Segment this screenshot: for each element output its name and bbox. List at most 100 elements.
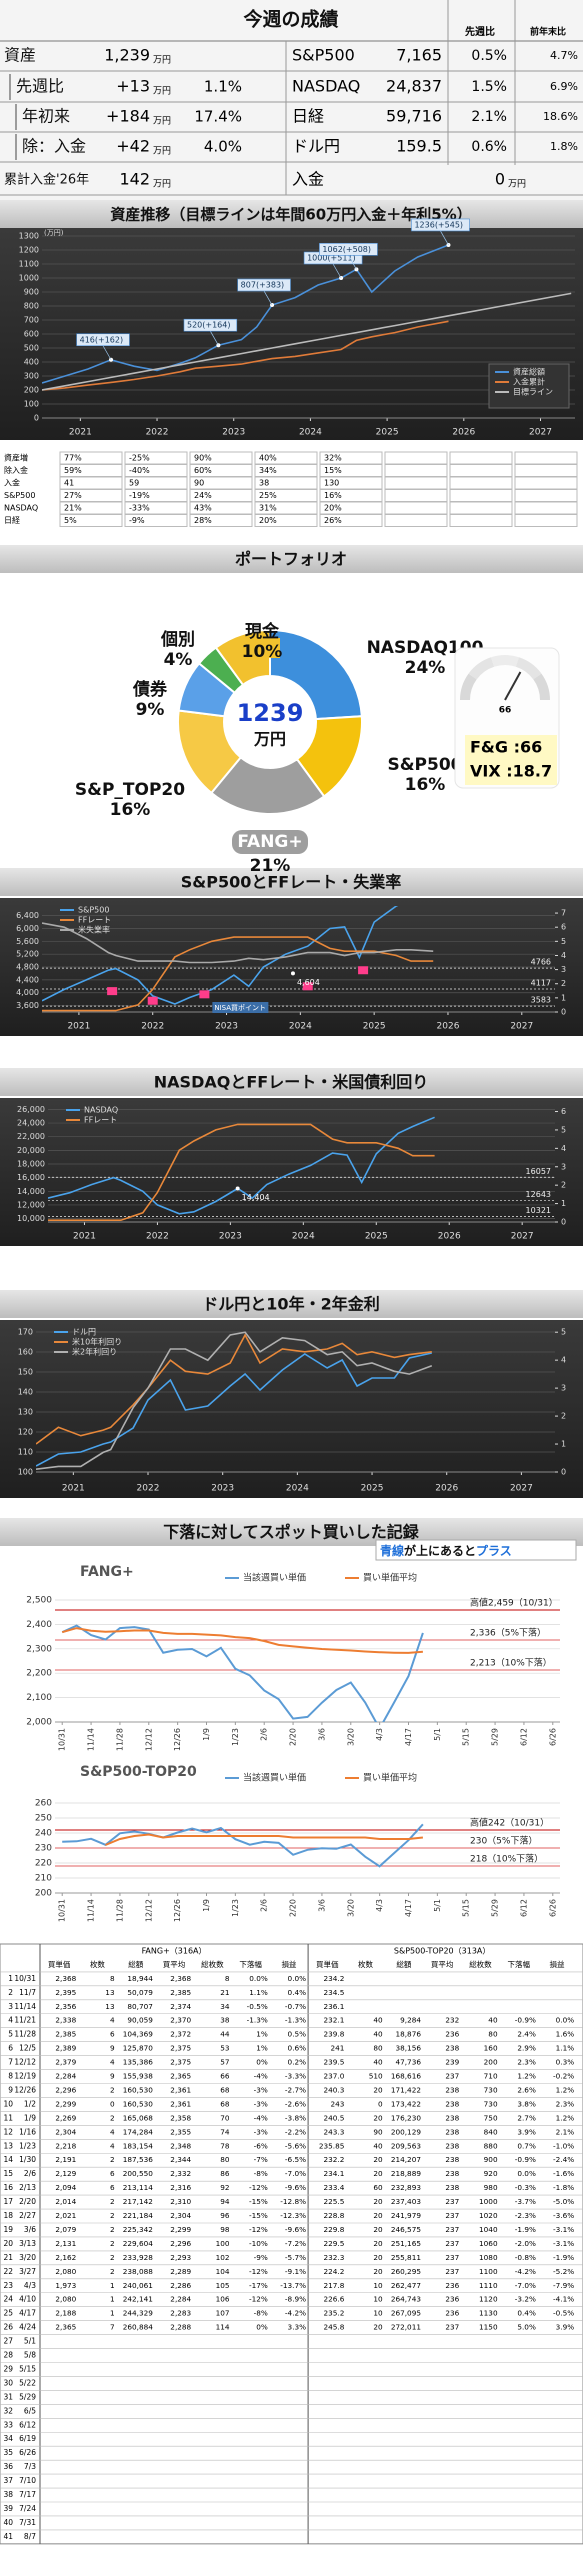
reference-label: 10321 [526, 1206, 551, 1215]
cell: 3.9% [556, 2323, 575, 2332]
cell: -4.2% [285, 2309, 306, 2318]
cell: 21 [220, 1988, 229, 1997]
row-date: 12/26 [14, 2085, 36, 2094]
annual-value: 38 [259, 479, 269, 488]
label-box [232, 830, 308, 854]
annotation-box [76, 333, 130, 347]
row-date: 7/24 [19, 2504, 36, 2513]
cell: 2,283 [170, 2309, 191, 2318]
cell: -3.1% [553, 2225, 574, 2234]
annual-cell [514, 464, 578, 477]
x-tick-label: 3/20 [346, 1728, 355, 1746]
y-tick-label: 2,200 [26, 1669, 52, 1679]
legend-label: 当該週買い単価 [243, 1572, 306, 1584]
cell: -2.0% [515, 2239, 536, 2248]
cell: 2.9% [517, 2044, 536, 2053]
reference-label: 16057 [526, 1167, 551, 1176]
row-no: 14 [3, 2155, 13, 2164]
row-date: 6/12 [19, 2420, 36, 2429]
cell: 2,129 [55, 2169, 76, 2178]
cell: 0.7% [517, 2141, 536, 2150]
section-header-bg [0, 1068, 583, 1096]
cell: -7.2% [285, 2239, 306, 2248]
cell: 171,422 [391, 2085, 421, 2094]
cell: 240.3 [324, 2085, 345, 2094]
cell: 135,386 [123, 2058, 154, 2067]
annual-value: 15% [324, 466, 342, 475]
row-no: 20 [3, 2239, 13, 2248]
cell: 233,928 [123, 2253, 154, 2262]
y-tick-label: 26,000 [17, 1105, 45, 1114]
cell: 4 [110, 2016, 115, 2025]
col-head: 総枚数 [469, 1959, 492, 1969]
cell: 235.2 [324, 2309, 345, 2318]
annual-cell [384, 464, 448, 477]
y2-tick-label: 4 [561, 1144, 566, 1153]
x-tick-label: 2026 [452, 428, 475, 438]
row-label: 資産 [4, 46, 36, 65]
cell: 92 [220, 2183, 229, 2192]
annotation-leader [440, 230, 449, 246]
cell: 0 [378, 2099, 383, 2108]
cell: -9.6% [285, 2183, 306, 2192]
row-no: 37 [3, 2476, 13, 2485]
cell: 510 [369, 2072, 383, 2081]
cell: 2.1% [556, 2127, 575, 2136]
col-head: 買平均 [431, 1959, 454, 1969]
cell: 2 [110, 2253, 115, 2262]
cell: 0.0% [288, 1974, 307, 1983]
series-line [62, 1823, 424, 1868]
row-no: 9 [8, 2085, 13, 2094]
x-tick-label: 11/14 [87, 1899, 96, 1922]
y-tick-label: 230 [35, 1844, 52, 1854]
y2-tick-label: 5 [561, 937, 566, 946]
row-no: 24 [3, 2295, 13, 2304]
legend-label: 米失業率 [78, 925, 110, 935]
cell: 2,188 [55, 2309, 76, 2318]
cell: 7 [110, 2323, 115, 2332]
x-tick-label: 2022 [146, 428, 169, 438]
index-name: S&P500 [292, 46, 355, 65]
cell: 2,191 [55, 2155, 76, 2164]
legend-label: 当該週買い単価 [243, 1772, 306, 1784]
x-tick-label: 3/6 [317, 1899, 326, 1912]
cell: 240,061 [123, 2281, 153, 2290]
cell: 2 [110, 2267, 115, 2276]
index-value: 0 [495, 170, 505, 189]
cell: 9 [110, 2072, 115, 2081]
cell: 232.3 [324, 2253, 345, 2262]
cell: -6.5% [285, 2155, 306, 2164]
series-line [42, 320, 449, 391]
cell: -0.7% [285, 2002, 306, 2011]
reference-label: 230（5%下落） [470, 1835, 537, 1847]
cell: -4.2% [515, 2267, 536, 2276]
cell: 20 [373, 2239, 383, 2248]
y-tick-label: 200 [35, 1889, 52, 1899]
row-date: 2/27 [19, 2211, 36, 2220]
cell: 260,295 [391, 2267, 421, 2276]
annual-label: 資産増 [4, 453, 28, 463]
cell: -9.6% [285, 2225, 306, 2234]
x-tick-label: 2027 [511, 1232, 534, 1242]
cell: 0.6% [288, 2044, 307, 2053]
cell: -1.3% [285, 2016, 306, 2025]
cell: 1060 [479, 2239, 498, 2248]
cell: 226.6 [324, 2295, 345, 2304]
y-tick-label: 10,000 [17, 1214, 45, 1223]
row-date: 4/24 [19, 2323, 36, 2332]
row-no: 32 [3, 2406, 13, 2415]
cell: 2 [110, 2211, 115, 2220]
cell: 53 [220, 2044, 230, 2053]
pie-value: 10% [242, 642, 283, 662]
cell: 880 [484, 2141, 498, 2150]
pie-value: 16% [110, 800, 151, 820]
cell: 2,365 [170, 2072, 191, 2081]
cell: 1020 [479, 2211, 498, 2220]
cell: 1150 [479, 2323, 498, 2332]
annual-value: 32% [324, 454, 342, 463]
cell: -0.9% [515, 2016, 536, 2025]
cell: 2,310 [170, 2197, 191, 2206]
row-date: 12/12 [14, 2058, 36, 2067]
cell: 2,365 [55, 2323, 76, 2332]
cell: 1000 [479, 2197, 498, 2206]
